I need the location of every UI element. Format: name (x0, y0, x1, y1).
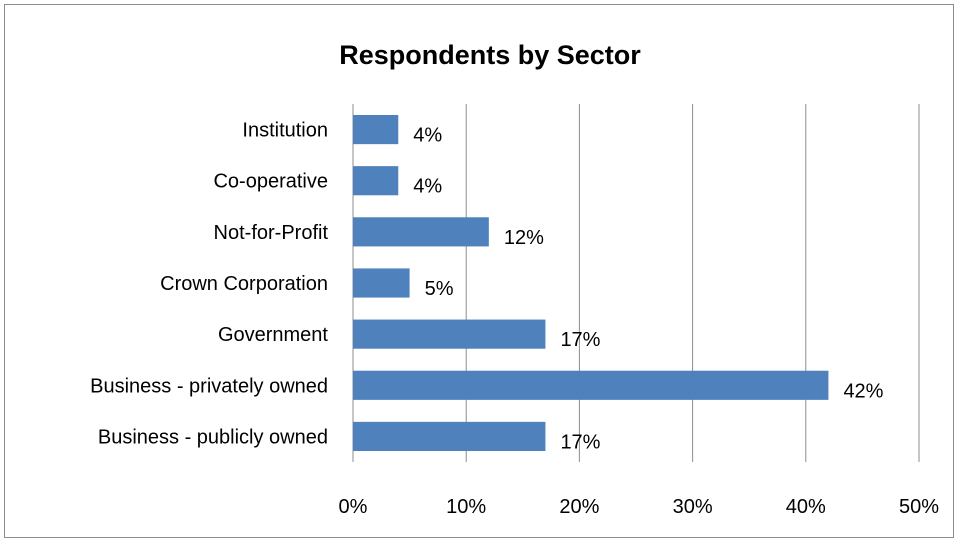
category-label: Institution (242, 120, 328, 142)
data-label: 5% (425, 278, 454, 300)
data-label: 4% (413, 125, 442, 147)
category-labels: Institution Co-operative Not-for-Profit Cro… (90, 120, 328, 449)
data-label: 42% (843, 380, 883, 402)
data-labels: 4% 4% 12% 5% 17% 42% 17% (413, 125, 883, 454)
bar (353, 217, 489, 247)
bar (353, 114, 399, 145)
bars (353, 114, 829, 452)
category-label: Business - publicly owned (98, 426, 328, 448)
data-label: 12% (504, 227, 544, 249)
x-tick-label: 50% (899, 496, 939, 518)
bar (353, 268, 410, 298)
gridlines (352, 104, 920, 462)
chart-title: Respondents by Sector (339, 40, 641, 70)
x-tick-label: 40% (786, 496, 826, 518)
data-label: 4% (413, 176, 442, 198)
x-tick-label: 20% (559, 496, 599, 518)
x-tick-labels: 0% 10% 20% 30% 40% 50% (339, 496, 940, 518)
x-tick-label: 30% (673, 496, 713, 518)
data-label: 17% (560, 431, 600, 453)
x-tick-label: 0% (339, 496, 368, 518)
bar (353, 166, 399, 196)
bar (353, 319, 546, 349)
bar (353, 370, 829, 400)
category-label: Government (218, 324, 328, 346)
category-label: Business - privately owned (90, 375, 328, 397)
x-tick-label: 10% (446, 496, 486, 518)
category-label: Not-for-Profit (214, 222, 329, 244)
category-label: Crown Corporation (160, 273, 328, 295)
data-label: 17% (560, 329, 600, 351)
category-label: Co-operative (213, 171, 328, 193)
bar (353, 421, 546, 452)
